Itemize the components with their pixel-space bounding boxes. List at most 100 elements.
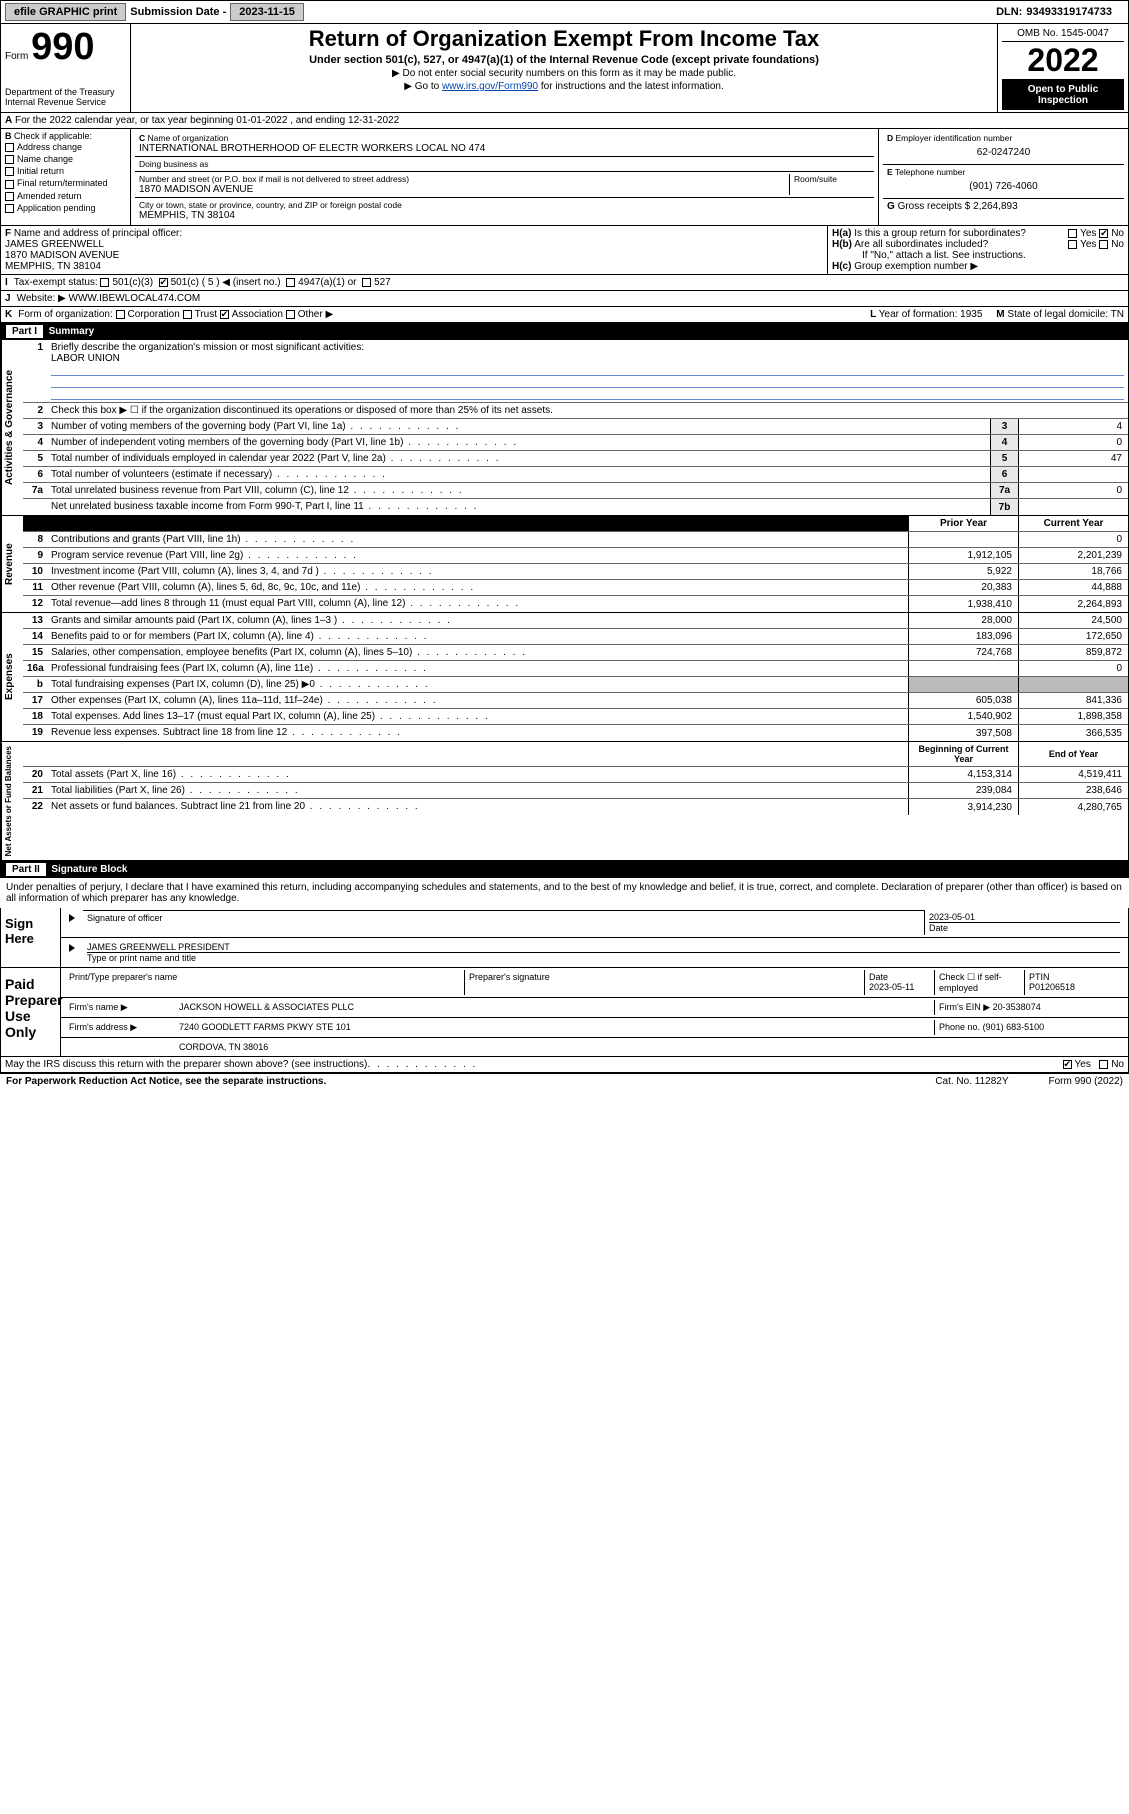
open-to-public: Open to Public Inspection xyxy=(1002,80,1124,110)
website-row: J Website: ▶ WWW.IBEWLOCAL474.COM xyxy=(0,291,1129,307)
dept-treasury: Department of the Treasury Internal Reve… xyxy=(5,87,126,107)
dln-label: DLN: xyxy=(996,6,1022,18)
footer-row: For Paperwork Reduction Act Notice, see … xyxy=(0,1073,1129,1089)
form-label: Form xyxy=(5,51,28,62)
discuss-no-check[interactable] xyxy=(1099,1060,1108,1069)
top-bar: efile GRAPHIC print Submission Date - 20… xyxy=(0,0,1129,24)
preparer-date: 2023-05-11 xyxy=(869,982,914,992)
ein-value: 62-0247240 xyxy=(887,143,1120,162)
check-4947[interactable] xyxy=(286,278,295,287)
end-year-header: End of Year xyxy=(1018,742,1128,766)
address-label: Number and street (or P.O. box if mail i… xyxy=(139,174,785,184)
side-expenses: Expenses xyxy=(1,613,23,741)
ha-yes-check[interactable] xyxy=(1068,229,1077,238)
check-address-change[interactable] xyxy=(5,143,14,152)
address-value: 1870 MADISON AVENUE xyxy=(139,184,785,195)
table-row: 3 Number of voting members of the govern… xyxy=(23,419,1128,435)
begin-year-header: Beginning of Current Year xyxy=(908,742,1018,766)
form-header: Form 990 Department of the Treasury Inte… xyxy=(0,24,1129,113)
ptin-header: PTIN xyxy=(1029,972,1050,982)
current-year-header: Current Year xyxy=(1018,516,1128,531)
mission-text: LABOR UNION xyxy=(51,353,120,364)
table-row: 20 Total assets (Part X, line 16) 4,153,… xyxy=(23,767,1128,783)
firm-ein-label: Firm's EIN ▶ xyxy=(939,1002,990,1012)
check-initial-return[interactable] xyxy=(5,167,14,176)
table-row: 10 Investment income (Part VIII, column … xyxy=(23,564,1128,580)
firm-addr2: CORDOVA, TN 38016 xyxy=(175,1040,1124,1054)
ptin-value: P01206518 xyxy=(1029,982,1075,992)
officer-name: JAMES GREENWELL xyxy=(5,239,104,250)
hb-no-check[interactable] xyxy=(1099,240,1108,249)
check-501c[interactable] xyxy=(159,278,168,287)
preparer-name-header: Print/Type preparer's name xyxy=(65,970,464,995)
hb-yes-check[interactable] xyxy=(1068,240,1077,249)
table-row: 22 Net assets or fund balances. Subtract… xyxy=(23,799,1128,815)
side-net-assets: Net Assets or Fund Balances xyxy=(1,742,23,860)
form-number: 990 xyxy=(31,26,94,68)
form-subtitle: Under section 501(c), 527, or 4947(a)(1)… xyxy=(135,54,993,66)
firm-phone: (901) 683-5100 xyxy=(983,1022,1045,1032)
officer-group-block: F Name and address of principal officer:… xyxy=(0,226,1129,275)
preparer-date-header: Date xyxy=(869,972,888,982)
table-row: 15 Salaries, other compensation, employe… xyxy=(23,645,1128,661)
officer-label: Name and address of principal officer: xyxy=(14,228,182,239)
sig-officer-label: Signature of officer xyxy=(87,913,162,923)
table-row: 21 Total liabilities (Part X, line 26) 2… xyxy=(23,783,1128,799)
check-501c3[interactable] xyxy=(100,278,109,287)
header-info-block: B Check if applicable: Address change Na… xyxy=(0,129,1129,226)
table-row: 9 Program service revenue (Part VIII, li… xyxy=(23,548,1128,564)
form-org-label: Form of organization: xyxy=(18,309,113,320)
date-label: Date xyxy=(929,922,1120,933)
officer-name-title: JAMES GREENWELL PRESIDENT xyxy=(87,942,230,952)
check-corporation[interactable] xyxy=(116,310,125,319)
table-row: 12 Total revenue—add lines 8 through 11 … xyxy=(23,596,1128,612)
efile-button[interactable]: efile GRAPHIC print xyxy=(5,3,126,21)
firm-ein: 20-3538074 xyxy=(993,1002,1041,1012)
website-label: Website: ▶ xyxy=(17,293,66,304)
state-domicile-label: State of legal domicile: xyxy=(1007,309,1108,320)
sign-here-block: Sign Here Signature of officer 2023-05-0… xyxy=(0,908,1129,968)
phone-label: Telephone number xyxy=(895,167,965,177)
table-row: 6 Total number of volunteers (estimate i… xyxy=(23,467,1128,483)
table-row: 19 Revenue less expenses. Subtract line … xyxy=(23,725,1128,741)
table-row: 18 Total expenses. Add lines 13–17 (must… xyxy=(23,709,1128,725)
self-employed-check[interactable]: Check ☐ if self-employed xyxy=(934,970,1024,995)
group-exemption-label: Group exemption number ▶ xyxy=(854,261,978,272)
irs-link[interactable]: www.irs.gov/Form990 xyxy=(442,81,538,92)
city-value: MEMPHIS, TN 38104 xyxy=(139,210,870,221)
discuss-yes-check[interactable] xyxy=(1063,1060,1072,1069)
paid-preparer-block: Paid Preparer Use Only Print/Type prepar… xyxy=(0,968,1129,1057)
check-other[interactable] xyxy=(286,310,295,319)
part1-label: Part I xyxy=(6,325,43,338)
org-name: INTERNATIONAL BROTHERHOOD OF ELECTR WORK… xyxy=(139,143,870,154)
state-domicile: TN xyxy=(1111,309,1124,320)
table-row: 11 Other revenue (Part VIII, column (A),… xyxy=(23,580,1128,596)
sign-date: 2023-05-01 xyxy=(929,912,975,922)
ha-no-check[interactable] xyxy=(1099,229,1108,238)
check-trust[interactable] xyxy=(183,310,192,319)
line2-text: Check this box ▶ ☐ if the organization d… xyxy=(47,403,1128,418)
ein-label: Employer identification number xyxy=(896,133,1013,143)
dln-value: 93493319174733 xyxy=(1026,6,1112,18)
paperwork-notice: For Paperwork Reduction Act Notice, see … xyxy=(6,1076,326,1087)
check-527[interactable] xyxy=(362,278,371,287)
dba-label: Doing business as xyxy=(139,159,870,169)
omb-number: OMB No. 1545-0047 xyxy=(1002,26,1124,42)
arrow-icon xyxy=(69,944,75,952)
check-name-change[interactable] xyxy=(5,155,14,164)
governance-section: Activities & Governance 1 Briefly descri… xyxy=(0,340,1129,516)
check-application-pending[interactable] xyxy=(5,204,14,213)
paid-preparer-label: Paid Preparer Use Only xyxy=(1,968,61,1056)
table-row: 5 Total number of individuals employed i… xyxy=(23,451,1128,467)
firm-phone-label: Phone no. xyxy=(939,1022,980,1032)
check-association[interactable] xyxy=(220,310,229,319)
table-row: 16a Professional fundraising fees (Part … xyxy=(23,661,1128,677)
firm-name-label: Firm's name ▶ xyxy=(65,1000,175,1015)
check-final-return[interactable] xyxy=(5,180,14,189)
net-assets-section: Net Assets or Fund Balances Beginning of… xyxy=(0,742,1129,861)
sign-here-label: Sign Here xyxy=(1,908,61,967)
preparer-sig-header: Preparer's signature xyxy=(464,970,864,995)
check-amended[interactable] xyxy=(5,192,14,201)
part2-header: Part II Signature Block xyxy=(0,861,1129,878)
part1-header: Part I Summary xyxy=(0,323,1129,340)
